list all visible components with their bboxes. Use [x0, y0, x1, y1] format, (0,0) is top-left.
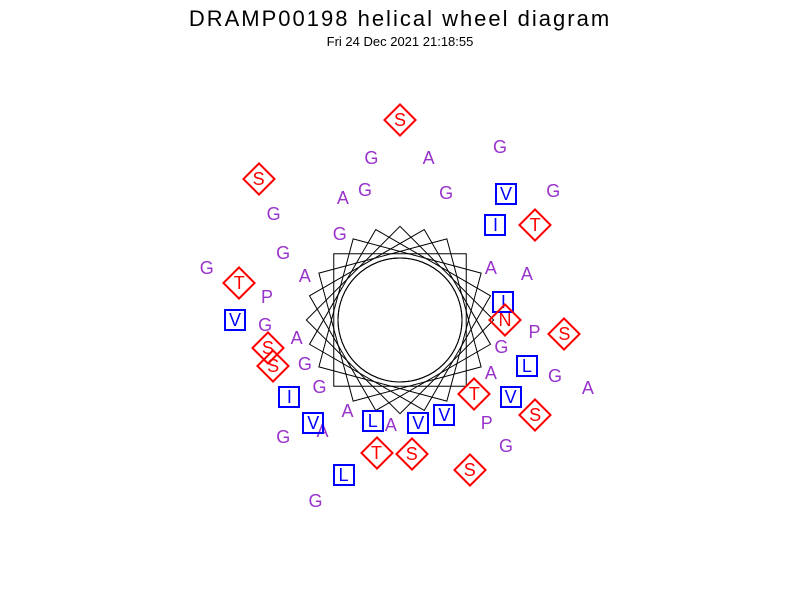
residue-g-47: G	[200, 259, 214, 277]
residue-g-2: G	[493, 138, 507, 156]
residue-s-51: S	[247, 167, 271, 191]
residue-a-9: A	[521, 265, 533, 283]
residue-v-26: V	[407, 412, 429, 434]
residue-s-25: S	[458, 458, 482, 482]
residue-s-41: S	[256, 336, 280, 360]
residue-t-21: T	[462, 382, 486, 406]
residue-l-31: L	[333, 464, 355, 486]
residue-a-48: A	[299, 267, 311, 285]
residue-t-29: T	[365, 441, 389, 465]
residue-v-35: V	[302, 412, 324, 434]
residue-v-4: V	[495, 183, 517, 205]
residue-g-39: G	[298, 355, 312, 373]
residue-t-6: T	[523, 213, 547, 237]
residue-a-33: A	[341, 402, 353, 420]
residue-g-50: G	[267, 205, 281, 223]
residue-s-20: S	[523, 403, 547, 427]
residue-g-5: G	[546, 182, 560, 200]
residue-a-1: A	[423, 149, 435, 167]
residue-g-55: G	[364, 149, 378, 167]
residue-g-54: G	[358, 181, 372, 199]
residue-v-19: V	[500, 386, 522, 408]
residue-p-45: P	[261, 288, 273, 306]
residue-g-52: G	[333, 225, 347, 243]
residue-t-46: T	[227, 271, 251, 295]
residue-l-15: L	[516, 355, 538, 377]
residue-a-42: A	[291, 329, 303, 347]
residue-g-32: G	[308, 492, 322, 510]
residue-a-18: A	[485, 364, 497, 382]
residue-a-17: A	[582, 379, 594, 397]
residue-i-38: I	[278, 386, 300, 408]
residue-a-8: A	[485, 259, 497, 277]
residue-l-30: L	[362, 410, 384, 432]
helical-wheel-svg	[0, 0, 800, 600]
residue-n-11: N	[493, 308, 517, 332]
residue-v-44: V	[224, 309, 246, 331]
residue-g-37: G	[313, 378, 327, 396]
residue-g-36: G	[276, 428, 290, 446]
residue-a-53: A	[337, 189, 349, 207]
residue-g-16: G	[548, 367, 562, 385]
residue-a-28: A	[385, 416, 397, 434]
residue-g-49: G	[276, 244, 290, 262]
residue-v-24: V	[433, 404, 455, 426]
residue-g-14: G	[494, 338, 508, 356]
residue-p-22: P	[481, 414, 493, 432]
residue-s-13: S	[552, 322, 576, 346]
residue-s-0: S	[388, 108, 412, 132]
residue-s-27: S	[400, 442, 424, 466]
residue-g-23: G	[499, 437, 513, 455]
residue-p-12: P	[528, 323, 540, 341]
residue-i-7: I	[484, 214, 506, 236]
residue-g-3: G	[439, 184, 453, 202]
residue-g-43: G	[258, 316, 272, 334]
